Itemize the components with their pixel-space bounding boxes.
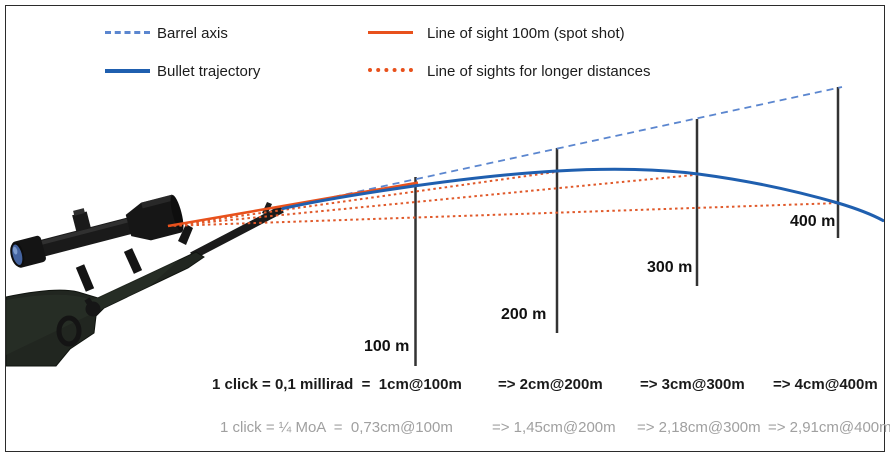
barrel-axis-legend-label: Barrel axis bbox=[157, 25, 228, 42]
distance-label-300m: 300 m bbox=[647, 259, 693, 276]
distance-label-200m: 200 m bbox=[501, 306, 547, 323]
bolt-handle-knob bbox=[85, 301, 101, 317]
line-of-sight-100m bbox=[167, 181, 419, 228]
moa-base-text: 1 click = ¼ MoA = 0,73cm@100m bbox=[220, 419, 453, 436]
sight-line-400m bbox=[167, 202, 841, 227]
scope-objective-bell bbox=[125, 194, 182, 241]
lens-glint bbox=[13, 246, 18, 255]
bullet-trajectory-line bbox=[281, 167, 885, 222]
rifle-barrel bbox=[190, 205, 284, 260]
millirad-400m-text: => 4cm@400m bbox=[773, 376, 878, 393]
rifle-illustration bbox=[5, 194, 284, 367]
longer-sights-legend-swatch bbox=[368, 68, 413, 72]
line-of-sight-legend-swatch bbox=[368, 31, 413, 34]
longer-sights-legend-label: Line of sights for longer distances bbox=[427, 63, 651, 80]
scope-turret bbox=[72, 211, 91, 232]
line-of-sight-legend-label: Line of sight 100m (spot shot) bbox=[427, 25, 625, 42]
rifle-scope bbox=[10, 194, 184, 268]
bell-highlight bbox=[141, 194, 174, 209]
distance-label-400m: 400 m bbox=[790, 213, 836, 230]
scope-mount-front bbox=[123, 248, 143, 274]
trigger-guard bbox=[56, 315, 82, 347]
barrel-axis-line bbox=[286, 86, 843, 208]
millirad-base-text: 1 click = 0,1 millirad = 1cm@100m bbox=[212, 376, 462, 393]
millirad-300m-text: => 3cm@300m bbox=[640, 376, 745, 393]
scope-mount-rear bbox=[75, 264, 95, 292]
moa-200m-text: => 1,45cm@200m bbox=[492, 419, 616, 436]
distance-label-100m: 100 m bbox=[364, 338, 410, 355]
bullet-trajectory-legend-swatch bbox=[105, 69, 150, 73]
millirad-200m-text: => 2cm@200m bbox=[498, 376, 603, 393]
moa-400m-text: => 2,91cm@400m bbox=[768, 419, 890, 436]
rear-sight bbox=[178, 224, 193, 245]
sight-line-200m bbox=[167, 170, 560, 227]
bullet-trajectory-legend-label: Bullet trajectory bbox=[157, 63, 261, 80]
moa-300m-text: => 2,18cm@300m bbox=[637, 419, 761, 436]
scope-tube-highlight bbox=[37, 218, 130, 246]
barrel-axis-legend-swatch bbox=[105, 31, 150, 34]
scope-turret-cap bbox=[73, 208, 85, 216]
